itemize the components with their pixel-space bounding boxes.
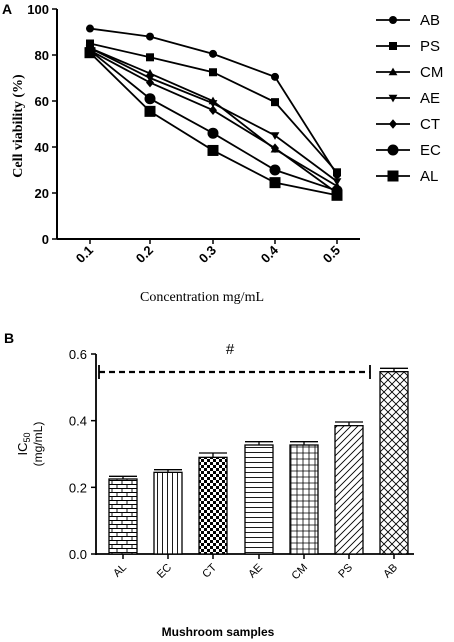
legend-label: PS — [420, 38, 440, 55]
data-point-al — [269, 177, 281, 189]
bar-ct — [198, 456, 228, 555]
legend-label: CT — [420, 116, 440, 133]
panel-a-x-tick-label: 0.2 — [133, 243, 156, 266]
panel-b-y-tick-label: 0.4 — [69, 414, 87, 429]
bar-ps — [334, 425, 364, 555]
data-point-cm — [145, 69, 155, 77]
panel-a-y-tick-label: 80 — [35, 48, 49, 63]
panel-a-x-tick-label: 0.1 — [73, 243, 96, 266]
panel-b-x-axis-title: Mushroom samples — [162, 625, 275, 639]
panel-b-y-tick-label: 0.2 — [69, 480, 87, 495]
legend-item-ps: PS — [376, 38, 440, 55]
ic-subscript: 50 — [22, 432, 32, 442]
data-point-ec — [144, 93, 156, 105]
panel-b-x-tick-label: CT — [200, 561, 219, 580]
legend-item-ab: AB — [376, 12, 440, 29]
legend-label: EC — [420, 142, 441, 159]
data-point-al — [144, 105, 156, 117]
panel-a-y-tick-label: 40 — [35, 140, 49, 155]
data-point-ec — [207, 127, 219, 139]
panel-a-x-tick-label: 0.5 — [320, 243, 343, 266]
data-point-al — [207, 144, 219, 156]
data-point-ct — [271, 143, 279, 153]
data-point-ct — [209, 105, 217, 115]
legend-label: AL — [420, 168, 438, 185]
panel-a-x-axis-title: Concentration mg/mL — [140, 290, 264, 305]
bar-ec — [153, 471, 183, 555]
legend-marker — [388, 94, 398, 103]
data-point-ps — [209, 68, 217, 77]
series-ae — [85, 44, 342, 186]
legend-item-cm: CM — [376, 64, 443, 81]
panel-a-label: A — [2, 1, 12, 17]
panel-a-line-chart: 0 20 40 60 80 100 0.1 0.2 0.3 0.4 0.5 AB PS CM AE CT EC A… — [27, 2, 443, 266]
legend-marker — [387, 170, 399, 182]
panel-a-y-tick-label: 20 — [35, 186, 49, 201]
panel-a-x-tick-label: 0.4 — [258, 242, 282, 266]
panel-b-x-tick-label: PS — [336, 562, 355, 581]
data-point-al — [84, 47, 96, 59]
data-point-ps — [271, 98, 279, 107]
data-point-ec — [269, 164, 281, 176]
ic-label: IC — [15, 443, 30, 456]
bar-cm — [289, 444, 319, 555]
data-point-ae — [270, 132, 280, 140]
data-point-ae — [208, 100, 218, 108]
data-point-ps — [86, 39, 94, 48]
panel-b-y-tick-label: 0.6 — [69, 347, 87, 362]
legend-marker — [387, 144, 399, 156]
panel-b-x-tick-label: EC — [155, 562, 174, 581]
bar-al — [108, 478, 138, 555]
panel-a-y-axis-title: Cell viability (%) — [11, 74, 26, 178]
data-point-ab — [86, 24, 94, 33]
legend-label: AE — [420, 90, 440, 107]
panel-b-x-tick-label: AL — [111, 562, 129, 580]
panel-a-y-tick-label: 60 — [35, 94, 49, 109]
panel-b-y-axis-unit: (mg/mL) — [31, 422, 45, 467]
bar-ae — [244, 444, 274, 555]
significance-annotation: # — [226, 341, 235, 358]
legend-item-ct: CT — [376, 116, 440, 133]
panel-b-x-tick-label: AE — [246, 562, 265, 581]
legend-item-al: AL — [376, 168, 438, 185]
panel-b-y-axis-title: IC50 — [15, 432, 32, 455]
data-point-ae — [332, 178, 342, 186]
legend-label: AB — [420, 12, 440, 29]
panel-b-x-tick-label: CM — [290, 562, 311, 583]
series-ps — [86, 39, 341, 177]
data-point-ab — [146, 32, 154, 41]
legend-item-ae: AE — [376, 90, 440, 107]
legend-label: CM — [420, 64, 443, 81]
data-point-ab — [271, 72, 279, 81]
data-point-al — [331, 189, 343, 201]
panel-b-label: B — [4, 330, 14, 346]
legend-marker — [389, 42, 397, 50]
panel-b-y-tick-label: 0.0 — [69, 547, 87, 562]
panel-a-x-tick-label: 0.3 — [196, 243, 219, 266]
panel-b-bar-chart: 0.0 0.2 0.4 0.6 AL EC CT AE CM PS AB # — [69, 341, 414, 582]
data-point-ab — [209, 49, 217, 58]
legend-item-ec: EC — [376, 142, 441, 159]
series-al — [84, 47, 343, 201]
legend-marker — [389, 16, 397, 24]
panel-a-y-tick-label: 100 — [27, 2, 49, 17]
legend-marker — [389, 119, 397, 129]
legend-marker — [388, 67, 398, 76]
data-point-ps — [333, 168, 341, 177]
data-point-ps — [146, 53, 154, 62]
panel-a-y-tick-label: 0 — [42, 232, 49, 247]
data-point-ct — [146, 77, 154, 88]
bar-ab — [379, 371, 409, 555]
panel-b-x-tick-label: AB — [381, 562, 400, 581]
